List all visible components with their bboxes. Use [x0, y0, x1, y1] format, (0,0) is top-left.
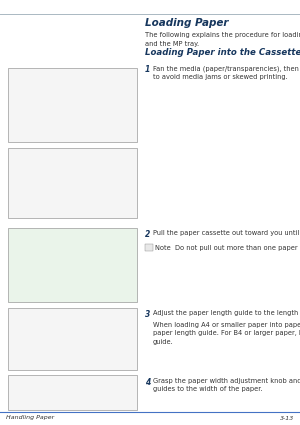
Text: The following explains the procedure for loading paper in the cassette
and the M: The following explains the procedure for…: [145, 32, 300, 46]
Text: Loading Paper: Loading Paper: [145, 18, 229, 28]
Text: 1: 1: [145, 65, 150, 74]
Text: 3: 3: [145, 310, 150, 319]
Text: 3-13: 3-13: [280, 416, 294, 420]
Text: Handling Paper: Handling Paper: [6, 416, 54, 420]
Text: Pull the paper cassette out toward you until it stops.: Pull the paper cassette out toward you u…: [153, 230, 300, 236]
Text: Grasp the paper width adjustment knob and adjust the paper width
guides to the w: Grasp the paper width adjustment knob an…: [153, 378, 300, 393]
Text: Fan the media (paper/transparencies), then tap it on a level surface
to avoid me: Fan the media (paper/transparencies), th…: [153, 65, 300, 80]
Bar: [8, 308, 137, 370]
Text: Note  Do not pull out more than one paper cassette at a time.: Note Do not pull out more than one paper…: [155, 244, 300, 250]
Text: Loading Paper into the Cassette: Loading Paper into the Cassette: [145, 48, 300, 57]
Text: 4: 4: [145, 378, 150, 387]
Bar: [8, 148, 137, 218]
Bar: [8, 375, 137, 410]
Text: When loading A4 or smaller paper into paper cassette 1, raise the
paper length g: When loading A4 or smaller paper into pa…: [153, 322, 300, 345]
Text: 2: 2: [145, 230, 150, 239]
Bar: [8, 228, 137, 302]
Bar: [145, 244, 153, 251]
Text: Adjust the paper length guide to the length of the paper.: Adjust the paper length guide to the len…: [153, 310, 300, 316]
Bar: [8, 68, 137, 142]
